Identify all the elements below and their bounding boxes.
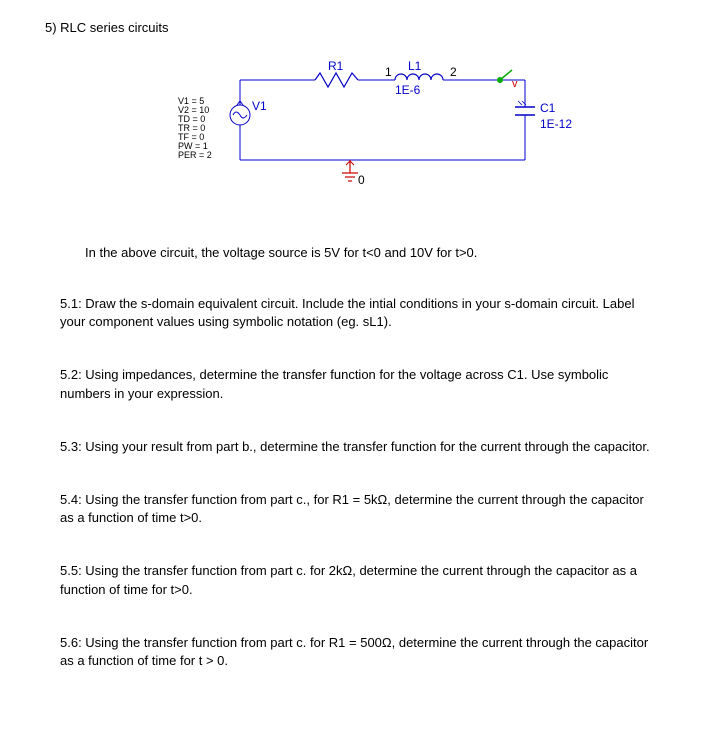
param-per: PER = 2 [178, 151, 212, 160]
question-5-1: 5.1: Draw the s-domain equivalent circui… [60, 295, 652, 331]
circuit-diagram: v [180, 65, 600, 215]
question-5-6: 5.6: Using the transfer function from pa… [60, 634, 652, 670]
c1-value: 1E-12 [540, 117, 572, 131]
source-parameters: V1 = 5 V2 = 10 TD = 0 TR = 0 TF = 0 PW =… [178, 97, 212, 160]
node1-label: 1 [385, 65, 392, 79]
intro-text: In the above circuit, the voltage source… [85, 245, 652, 260]
r1-label: R1 [328, 59, 343, 73]
node2-label: 2 [450, 65, 457, 79]
question-5-2: 5.2: Using impedances, determine the tra… [60, 366, 652, 402]
problem-title: 5) RLC series circuits [45, 20, 652, 35]
svg-text:v: v [512, 78, 518, 90]
question-5-4: 5.4: Using the transfer function from pa… [60, 491, 652, 527]
l1-value: 1E-6 [395, 83, 420, 97]
c1-label: C1 [540, 101, 555, 115]
v1-label: V1 [252, 99, 267, 113]
l1-label: L1 [408, 59, 421, 73]
question-5-5: 5.5: Using the transfer function from pa… [60, 562, 652, 598]
question-5-3: 5.3: Using your result from part b., det… [60, 438, 652, 456]
gnd-label: 0 [358, 173, 365, 187]
circuit-svg: v [180, 65, 600, 215]
document-page: 5) RLC series circuits v [0, 0, 712, 745]
